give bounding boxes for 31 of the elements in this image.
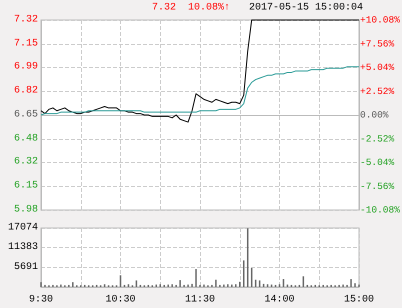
- y-tick-label: 5.98: [14, 204, 38, 216]
- y2-tick-label: -2.52%: [360, 133, 395, 144]
- y2-tick-label: +7.56%: [360, 38, 395, 50]
- y2-tick-label: +2.52%: [360, 86, 395, 97]
- y2-tick-label: +5.04%: [360, 62, 395, 73]
- y-tick-label: 7.15: [14, 38, 38, 50]
- y-tick-label: 17074: [8, 222, 38, 234]
- y-tick-label: 5691: [14, 262, 38, 273]
- y-tick-label: 6.48: [14, 134, 38, 145]
- x-tick-label: 9:30: [28, 294, 54, 306]
- y2-tick-label: -7.56%: [360, 180, 395, 192]
- y-tick-label: 6.65: [14, 110, 38, 120]
- line-series: [40, 66, 360, 116]
- y-tick-label: 6.32: [14, 156, 38, 168]
- chart-title: 2017-05-15 15:00:04: [249, 2, 364, 14]
- y2-tick-label: -10.08%: [360, 204, 400, 216]
- line-series: [40, 20, 360, 123]
- y-tick-label: 6.99: [14, 61, 38, 72]
- text: 10.08%↑: [188, 2, 230, 14]
- y-tick-label: 6.15: [14, 180, 38, 192]
- y2-tick-label: +10.08%: [360, 14, 400, 26]
- y2-tick-label: 0.00%: [360, 110, 389, 120]
- y-tick-label: 7.32: [14, 14, 38, 26]
- x-tick-label: 11:30: [184, 294, 216, 306]
- x-tick-label: 15:00: [344, 294, 374, 306]
- x-tick-label: 10:30: [105, 294, 136, 306]
- y-tick-label: 11383: [8, 242, 38, 254]
- y2-tick-label: -5.04%: [360, 157, 395, 168]
- y-tick-label: 6.82: [14, 85, 38, 96]
- x-tick-label: 14:00: [264, 294, 295, 306]
- text: 7.32: [152, 2, 176, 14]
